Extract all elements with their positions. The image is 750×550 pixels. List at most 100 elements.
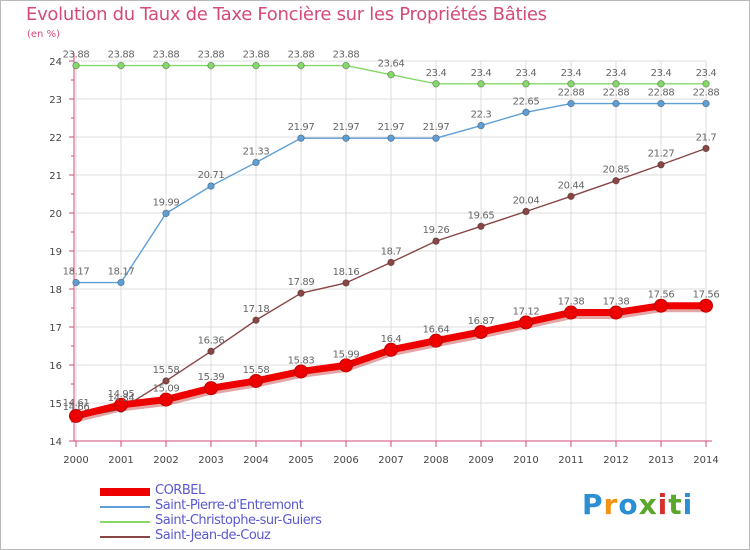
data-label-corbel-2008: 16.64 xyxy=(423,325,450,336)
point-saint-jean-de-couz-2009 xyxy=(477,222,485,230)
point-saint-jean-de-couz-2006 xyxy=(342,279,350,287)
point-saint-pierre-d-entremont-2012 xyxy=(612,99,620,108)
point-corbel-2010 xyxy=(519,315,533,330)
data-label-saint-christophe-sur-guiers-2000: 23.88 xyxy=(63,50,90,61)
data-label-saint-christophe-sur-guiers-2013: 23.4 xyxy=(651,68,672,79)
x-tick-label-2004: 2004 xyxy=(243,455,268,466)
x-tick-label-2009: 2009 xyxy=(468,455,493,466)
point-saint-jean-de-couz-2010 xyxy=(522,207,530,216)
data-label-corbel-2000: 14.66 xyxy=(63,402,90,413)
y-tick-label-22: 22 xyxy=(49,133,62,144)
legend-item-saint-pierre-d-entremont: Saint-Pierre-d'Entremont xyxy=(100,498,420,513)
data-label-saint-jean-de-couz-2000: 14.61 xyxy=(63,398,90,409)
data-label-corbel-2001: 14.95 xyxy=(108,389,135,400)
point-saint-pierre-d-entremont-2003 xyxy=(207,182,215,190)
point-saint-christophe-sur-guiers-2008 xyxy=(432,80,440,88)
x-tick-label-2006: 2006 xyxy=(333,455,358,466)
point-saint-christophe-sur-guiers-2001 xyxy=(117,61,125,70)
point-saint-pierre-d-entremont-2013 xyxy=(657,99,665,108)
data-label-corbel-2012: 17.38 xyxy=(603,297,630,308)
x-tick-label-2010: 2010 xyxy=(513,455,538,466)
point-corbel-2006 xyxy=(339,358,353,373)
point-corbel-2008 xyxy=(429,333,443,348)
point-saint-jean-de-couz-2011 xyxy=(567,192,575,200)
data-label-saint-jean-de-couz-2010: 20.04 xyxy=(513,195,540,206)
data-label-corbel-2007: 16.4 xyxy=(381,334,402,345)
data-label-saint-christophe-sur-guiers-2008: 23.4 xyxy=(426,68,447,79)
point-saint-pierre-d-entremont-2005 xyxy=(297,134,305,142)
legend-swatch xyxy=(100,488,150,496)
point-corbel-2005 xyxy=(294,364,308,379)
data-label-corbel-2005: 15.83 xyxy=(288,355,315,366)
data-label-saint-pierre-d-entremont-2006: 21.97 xyxy=(333,122,360,133)
point-saint-christophe-sur-guiers-2013 xyxy=(657,80,665,88)
legend-label: CORBEL xyxy=(155,483,205,498)
point-saint-pierre-d-entremont-2006 xyxy=(342,134,350,142)
point-corbel-2014 xyxy=(699,298,713,313)
data-label-corbel-2003: 15.39 xyxy=(198,372,225,383)
chart-unit: (en %) xyxy=(27,29,60,40)
x-tick-label-2008: 2008 xyxy=(423,455,448,466)
data-label-saint-jean-de-couz-2011: 20.44 xyxy=(558,180,585,191)
data-label-saint-christophe-sur-guiers-2007: 23.64 xyxy=(378,59,405,70)
point-corbel-2011 xyxy=(564,305,578,320)
data-label-saint-christophe-sur-guiers-2002: 23.88 xyxy=(153,50,180,61)
data-label-saint-christophe-sur-guiers-2010: 23.4 xyxy=(516,68,537,79)
data-label-saint-pierre-d-entremont-2002: 19.99 xyxy=(153,197,180,208)
data-label-saint-pierre-d-entremont-2008: 21.97 xyxy=(423,122,450,133)
data-label-corbel-2009: 16.87 xyxy=(468,316,495,327)
data-label-saint-christophe-sur-guiers-2009: 23.4 xyxy=(471,68,492,79)
data-label-saint-christophe-sur-guiers-2001: 23.88 xyxy=(108,50,135,61)
legend-label: Saint-Pierre-d'Entremont xyxy=(155,498,304,513)
data-label-saint-pierre-d-entremont-2004: 21.33 xyxy=(243,146,270,157)
proxiti-logo: Proxiti xyxy=(582,488,694,521)
x-tick-label-2014: 2014 xyxy=(693,455,718,466)
point-corbel-2003 xyxy=(204,381,218,396)
point-saint-christophe-sur-guiers-2014 xyxy=(702,80,710,88)
data-label-saint-jean-de-couz-2013: 21.27 xyxy=(648,149,675,160)
point-saint-christophe-sur-guiers-2005 xyxy=(297,61,305,70)
y-tick-label-18: 18 xyxy=(49,285,62,296)
point-saint-jean-de-couz-2013 xyxy=(657,161,665,169)
y-tick-label-14: 14 xyxy=(49,437,62,448)
point-saint-pierre-d-entremont-2014 xyxy=(702,99,710,108)
point-saint-pierre-d-entremont-2011 xyxy=(567,99,575,108)
point-saint-pierre-d-entremont-2002 xyxy=(162,209,170,218)
data-label-saint-jean-de-couz-2006: 18.16 xyxy=(333,267,360,278)
data-label-saint-christophe-sur-guiers-2003: 23.88 xyxy=(198,50,225,61)
point-saint-pierre-d-entremont-2009 xyxy=(477,121,485,130)
point-saint-pierre-d-entremont-2010 xyxy=(522,108,530,116)
data-label-saint-jean-de-couz-2007: 18.7 xyxy=(381,246,402,257)
legend-swatch xyxy=(100,536,150,538)
data-label-saint-jean-de-couz-2003: 16.36 xyxy=(198,335,225,346)
data-label-saint-pierre-d-entremont-2011: 22.88 xyxy=(558,88,585,99)
data-label-saint-jean-de-couz-2002: 15.58 xyxy=(153,365,180,376)
data-label-saint-pierre-d-entremont-2014: 22.88 xyxy=(693,88,720,99)
y-tick-label-19: 19 xyxy=(49,247,62,258)
point-saint-jean-de-couz-2014 xyxy=(702,144,710,153)
data-label-saint-pierre-d-entremont-2009: 22.3 xyxy=(471,110,492,121)
point-corbel-2002 xyxy=(159,392,173,407)
data-label-saint-pierre-d-entremont-2007: 21.97 xyxy=(378,122,405,133)
y-tick-label-15: 15 xyxy=(49,399,62,410)
data-label-saint-christophe-sur-guiers-2004: 23.88 xyxy=(243,50,270,61)
point-corbel-2013 xyxy=(654,298,668,313)
point-saint-christophe-sur-guiers-2010 xyxy=(522,80,530,88)
data-label-corbel-2002: 15.09 xyxy=(153,384,180,395)
x-tick-label-2007: 2007 xyxy=(378,455,403,466)
point-saint-pierre-d-entremont-2004 xyxy=(252,158,260,167)
legend-item-saint-christophe-sur-guiers: Saint-Christophe-sur-Guiers xyxy=(100,513,420,528)
data-label-saint-jean-de-couz-2008: 19.26 xyxy=(423,225,450,236)
point-saint-christophe-sur-guiers-2004 xyxy=(252,61,260,70)
point-corbel-2012 xyxy=(609,305,623,320)
y-tick-label-17: 17 xyxy=(49,323,62,334)
data-label-corbel-2011: 17.38 xyxy=(558,297,585,308)
legend: CORBEL Saint-Pierre-d'Entremont Saint-Chri… xyxy=(100,483,420,543)
data-label-saint-jean-de-couz-2005: 17.89 xyxy=(288,277,315,288)
point-saint-jean-de-couz-2003 xyxy=(207,347,215,356)
point-saint-christophe-sur-guiers-2002 xyxy=(162,61,170,70)
data-label-saint-christophe-sur-guiers-2012: 23.4 xyxy=(606,68,627,79)
x-tick-label-2013: 2013 xyxy=(648,455,673,466)
legend-item-saint-jean-de-couz: Saint-Jean-de-Couz xyxy=(100,528,420,543)
